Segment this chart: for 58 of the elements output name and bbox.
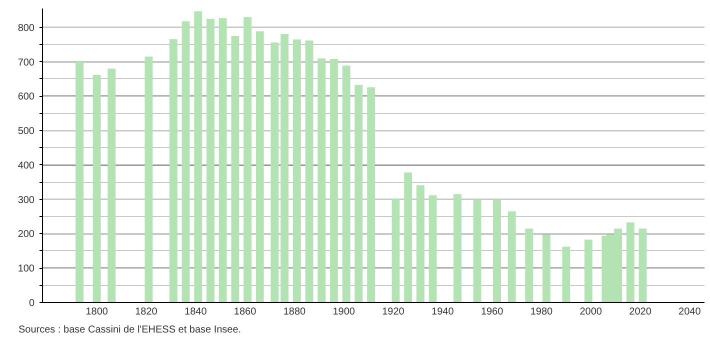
bar	[508, 211, 516, 302]
y-tick-label: 500	[18, 126, 35, 138]
bar	[218, 18, 227, 302]
bar	[428, 195, 437, 302]
bar	[330, 59, 338, 302]
bar	[562, 246, 570, 302]
x-tick-label: 1940	[432, 306, 454, 318]
bar	[416, 185, 424, 302]
x-tick-label: 2000	[580, 306, 602, 318]
x-tick-label: 1920	[382, 306, 405, 318]
x-tick-label: 1800	[86, 306, 108, 318]
y-tick-label: 100	[18, 264, 35, 275]
x-tick-label: 1820	[135, 306, 158, 318]
x-tick-label: 1860	[234, 306, 257, 318]
y-tick-label: 700	[18, 57, 35, 68]
bar	[367, 87, 375, 302]
bar	[182, 21, 190, 302]
bar	[108, 68, 116, 302]
x-tick-label: 2020	[629, 306, 652, 318]
x-tick-label: 2040	[678, 306, 702, 318]
bar	[244, 17, 252, 302]
bar	[342, 66, 350, 302]
bar	[305, 40, 314, 302]
bar	[292, 39, 301, 302]
bar	[169, 39, 178, 302]
y-tick-label: 400	[18, 160, 35, 172]
y-tick-label: 0	[28, 298, 35, 309]
bar	[144, 56, 153, 302]
bar	[525, 228, 534, 302]
bar	[473, 200, 482, 302]
bar	[638, 228, 647, 302]
bar	[194, 11, 202, 302]
y-tick-label: 800	[18, 22, 35, 34]
bar	[493, 200, 501, 302]
bar	[280, 34, 289, 302]
bar	[354, 84, 363, 302]
x-tick-label: 1900	[332, 306, 356, 318]
bar	[76, 62, 84, 302]
bar	[584, 240, 592, 302]
x-tick-label: 1980	[530, 306, 554, 318]
x-tick-label: 1880	[283, 306, 306, 318]
bar	[256, 31, 264, 302]
bar	[626, 222, 634, 302]
y-tick-label: 300	[18, 194, 35, 206]
bar	[92, 74, 101, 302]
source-note: Sources : base Cassini de l'EHESS et base Insee.	[18, 324, 242, 336]
x-tick-label: 1840	[184, 306, 208, 318]
bar	[231, 36, 240, 302]
bar	[206, 18, 214, 302]
y-tick-label: 600	[18, 92, 35, 103]
x-tick-label: 1960	[480, 306, 504, 318]
bar	[392, 198, 400, 302]
bar	[454, 194, 462, 302]
bar	[542, 234, 550, 302]
bar	[404, 172, 412, 302]
y-tick-label: 200	[18, 229, 35, 240]
bar	[270, 42, 279, 302]
bar	[318, 58, 326, 302]
